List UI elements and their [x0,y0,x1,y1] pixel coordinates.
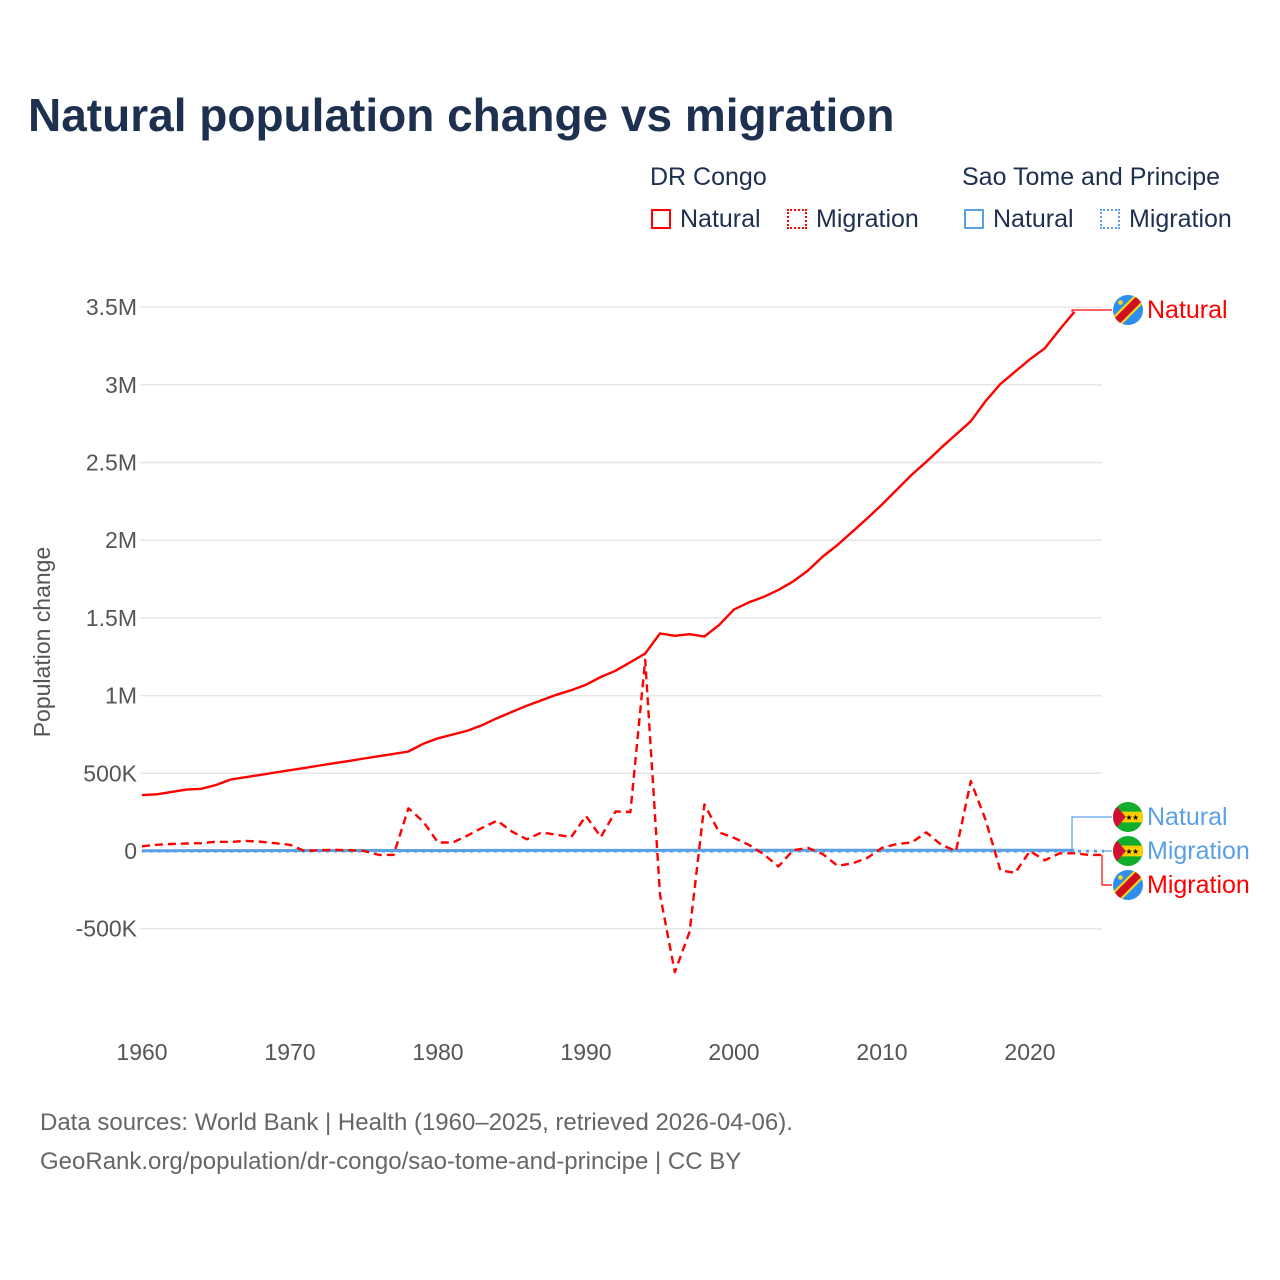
flag-drc-icon [1111,868,1145,902]
end-label-dr-congo-natural: Natural [1147,296,1228,324]
series-line-dr-congo-migration [141,658,1104,974]
flag-drc-icon [1111,293,1145,327]
x-tick-label: 2020 [1004,1039,1055,1065]
end-label-sao-tome-and-principe-natural: Natural [1147,803,1228,831]
legend-swatch-stp-migration [1100,209,1120,229]
x-tick-label: 2000 [708,1039,759,1065]
legend-group-drc: DR Congo [650,163,767,191]
legend-swatch-stp-natural [964,209,984,229]
end-label-dr-congo-migration: Migration [1147,871,1250,899]
series-line-dr-congo-natural [141,311,1076,797]
y-tick-label: 500K [83,760,137,786]
y-tick-label: 1.5M [86,605,137,631]
legend-stp-migration[interactable]: Migration [1129,205,1232,233]
y-tick-label: 1M [105,683,137,709]
flag-stp-icon [1113,802,1143,832]
x-tick-label: 1960 [116,1039,167,1065]
legend-drc-natural[interactable]: Natural [680,205,761,233]
y-tick-label: -500K [76,916,138,942]
flag-stp-icon [1113,836,1143,866]
source-line-2: GeoRank.org/population/dr-congo/sao-tome… [40,1148,742,1175]
y-tick-label: 2.5M [86,450,137,476]
end-label-sao-tome-and-principe-migration: Migration [1147,837,1250,865]
legend-swatch-drc-natural [651,209,671,229]
label-leader-line [1071,309,1112,312]
y-tick-label: 2M [105,527,137,553]
label-leader-line [1101,854,1112,886]
y-tick-label: 3M [105,372,137,398]
source-line-1: Data sources: World Bank | Health (1960–… [40,1109,793,1136]
x-tick-label: 2010 [856,1039,907,1065]
label-leader-line [1071,816,1112,851]
y-tick-label: 3.5M [86,294,137,320]
x-tick-label: 1990 [560,1039,611,1065]
x-tick-label: 1970 [264,1039,315,1065]
y-tick-label: 0 [124,838,137,864]
line-chart: ★★ 3.5M3M2.5M2M1.5M1M500K0-500K196019701… [29,293,1250,1065]
x-tick-label: 1980 [412,1039,463,1065]
legend-stp-natural[interactable]: Natural [993,205,1074,233]
legend-group-stp: Sao Tome and Principe [962,163,1221,191]
legend-drc-migration[interactable]: Migration [816,205,919,233]
legend-swatch-drc-migration [787,209,807,229]
y-axis-label: Population change [29,547,55,738]
page-title: Natural population change vs migration [28,89,895,141]
